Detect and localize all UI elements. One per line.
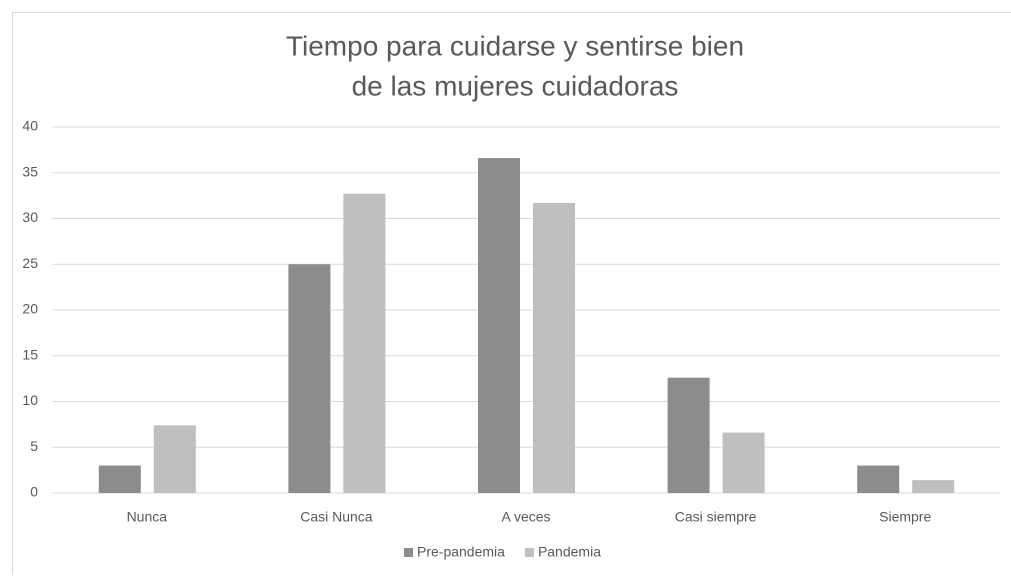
y-tick-label: 10: [22, 392, 38, 408]
bar: [154, 425, 196, 493]
bar: [99, 466, 141, 493]
bar: [723, 433, 765, 493]
x-tick-label: Nunca: [127, 509, 168, 525]
bar: [288, 264, 330, 493]
legend-swatch: [404, 548, 413, 557]
y-tick-label: 15: [22, 346, 38, 362]
chart-title: de las mujeres cuidadoras: [352, 70, 679, 101]
legend-label: Pandemia: [538, 544, 601, 560]
y-tick-label: 25: [22, 255, 38, 271]
y-tick-label: 40: [22, 118, 38, 134]
y-tick-label: 35: [22, 163, 38, 179]
y-tick-label: 30: [22, 209, 38, 225]
chart-title: Tiempo para cuidarse y sentirse bien: [286, 30, 744, 61]
bar: [668, 378, 710, 493]
legend-label: Pre-pandemia: [417, 544, 505, 560]
y-tick-label: 0: [30, 484, 38, 500]
y-tick-label: 5: [30, 438, 38, 454]
x-tick-label: Casi Nunca: [300, 509, 373, 525]
y-tick-label: 20: [22, 301, 38, 317]
bar: [912, 480, 954, 493]
x-tick-label: Siempre: [879, 509, 931, 525]
bar: [857, 466, 899, 493]
bar: [343, 194, 385, 493]
bar: [478, 158, 520, 493]
x-tick-label: Casi siempre: [675, 509, 757, 525]
bar: [533, 203, 575, 493]
legend-swatch: [525, 548, 534, 557]
x-tick-label: A veces: [501, 509, 550, 525]
